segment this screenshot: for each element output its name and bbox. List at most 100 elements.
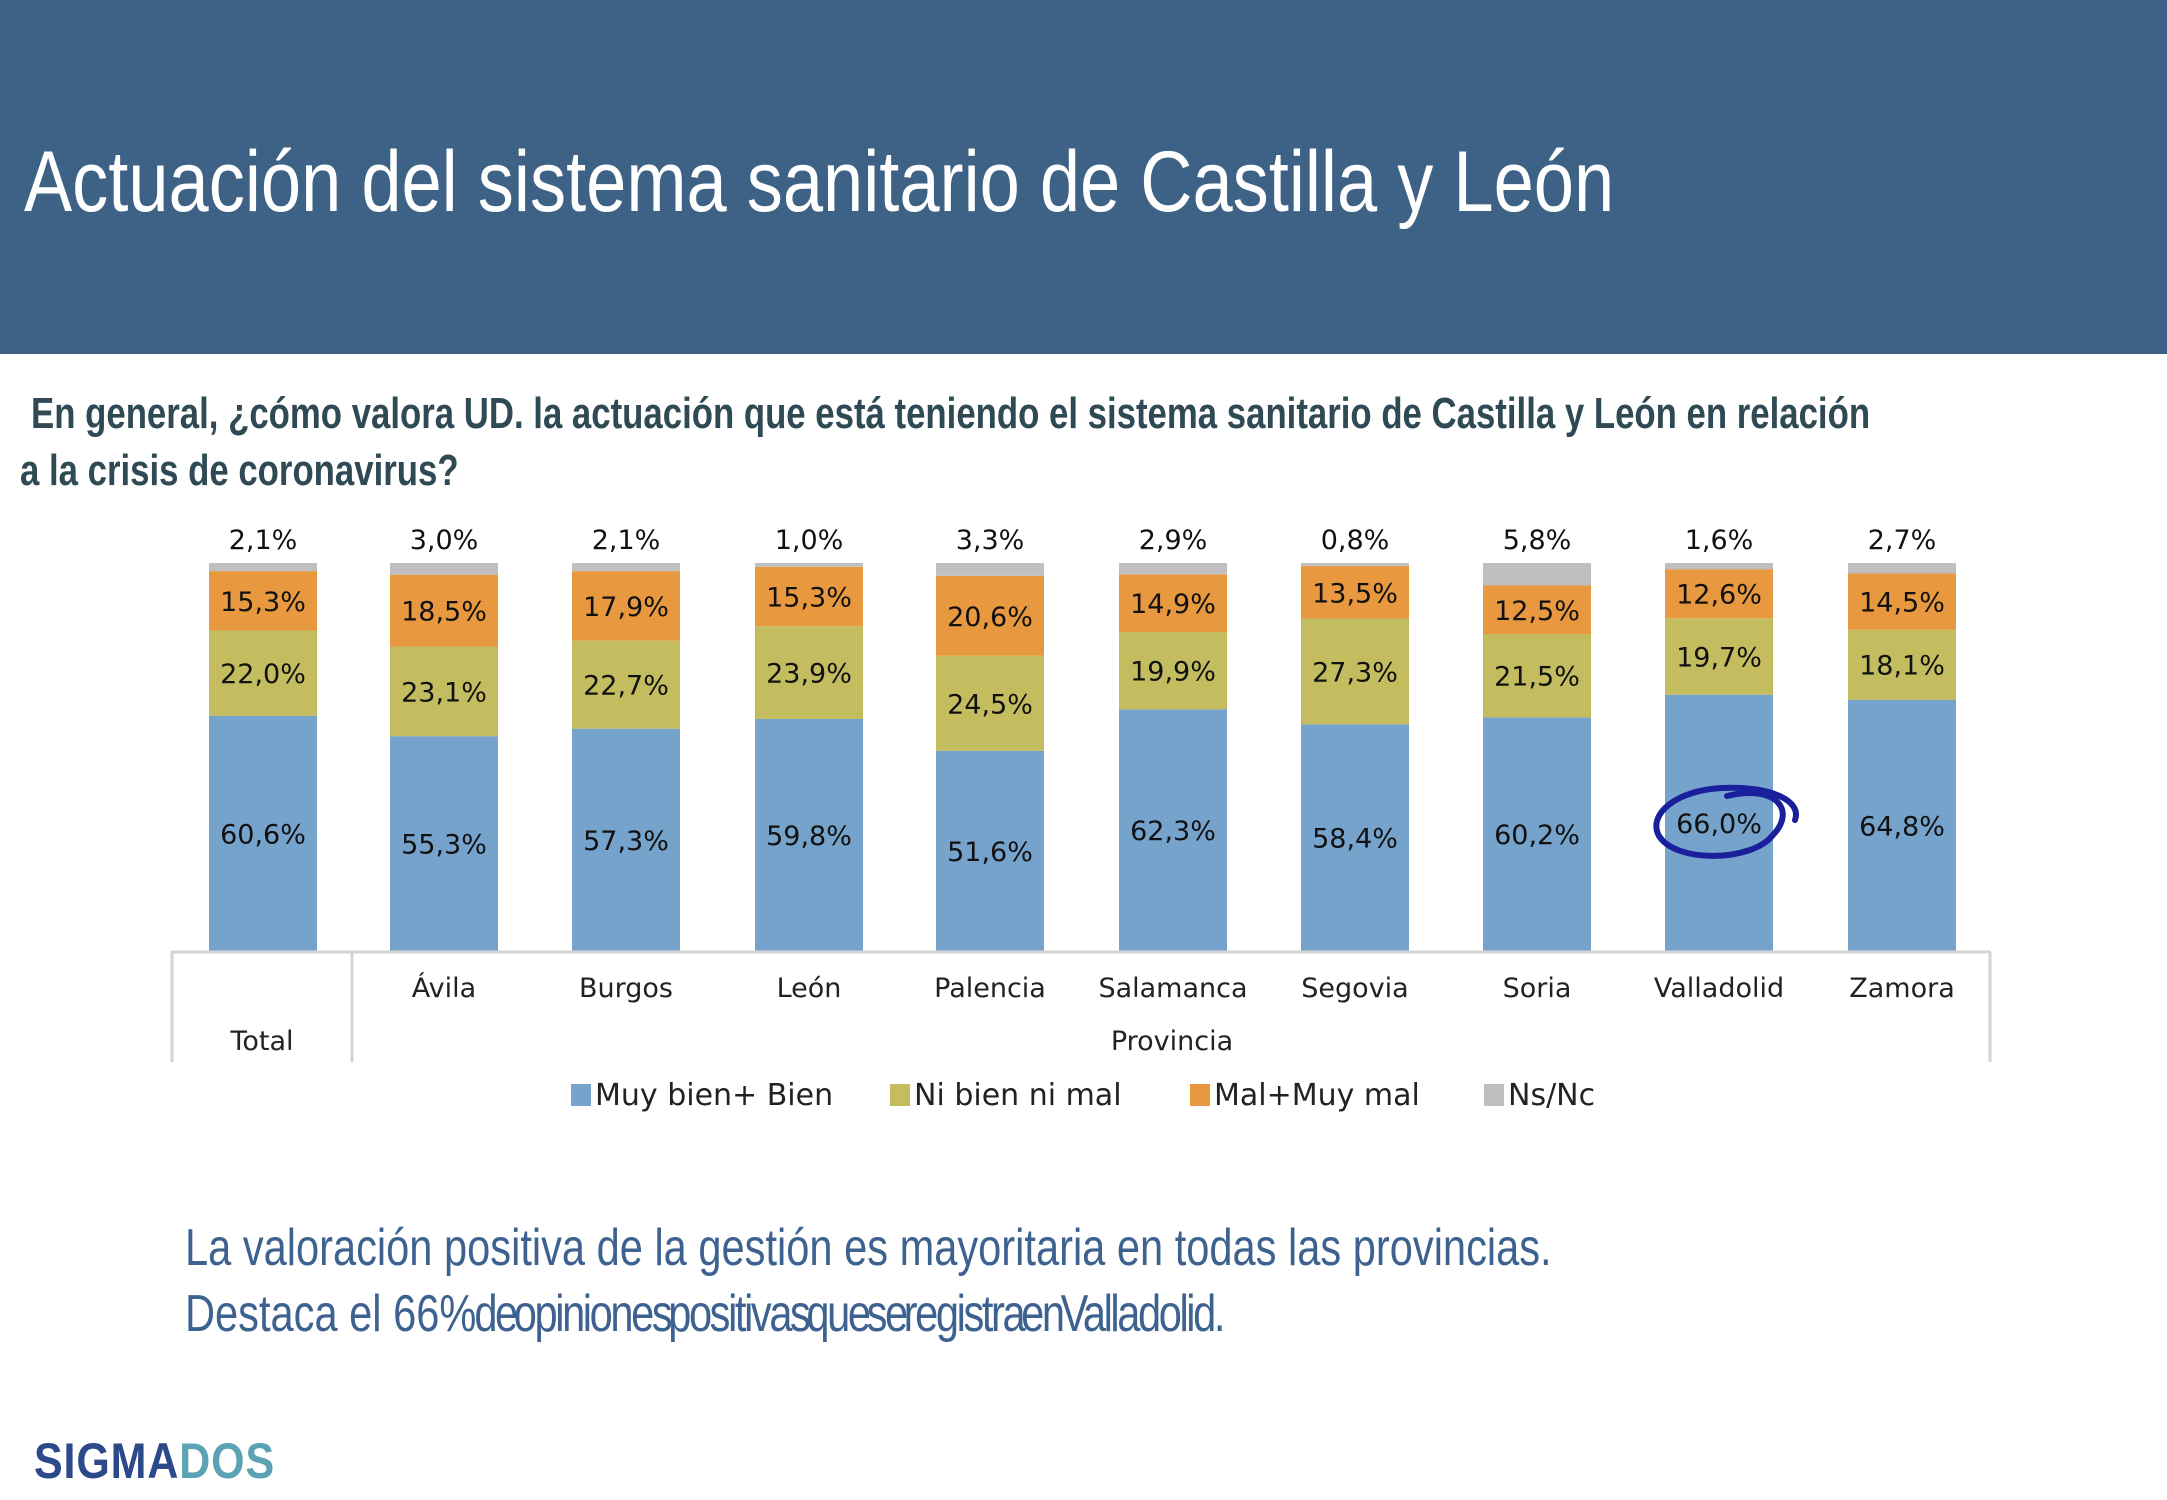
annotation-layer [1653, 784, 1799, 859]
bar-segment-total-ni-bien-ni-mal [209, 630, 317, 716]
data-label-soria-muy-bien-bien: 60,2% [1494, 820, 1580, 851]
group-label-provincia: Provincia [1111, 1026, 1233, 1057]
bar-segment-soria-mal-muy-mal [1483, 585, 1591, 635]
data-label-salamanca-ni-bien-ni-mal: 19,9% [1130, 657, 1216, 688]
bar-segment-valladolid-mal-muy-mal [1665, 569, 1773, 619]
bar-segment-leon-mal-muy-mal [755, 566, 863, 627]
sigmados-logo: SIGMADOS [34, 1432, 275, 1490]
legend-swatch-ns-nc [1484, 1084, 1504, 1106]
bar-segment-leon-ns-nc [755, 563, 863, 567]
legend-swatch-mal-muy-mal [1190, 1084, 1210, 1106]
data-label-zamora-muy-bien-bien: 64,8% [1859, 811, 1945, 842]
data-label-burgos-ns-nc: 2,1% [592, 525, 661, 556]
legend-label-ns-nc: Ns/Nc [1508, 1078, 1595, 1113]
bar-segment-zamora-ni-bien-ni-mal [1848, 629, 1956, 700]
data-label-salamanca-mal-muy-mal: 14,9% [1130, 589, 1216, 620]
data-label-segovia-ni-bien-ni-mal: 27,3% [1312, 657, 1398, 688]
tick-label-burgos: Burgos [579, 973, 673, 1004]
bar-segment-avila-muy-bien-bien [390, 736, 498, 951]
bar-segment-avila-ni-bien-ni-mal [390, 646, 498, 737]
data-label-burgos-mal-muy-mal: 17,9% [583, 592, 669, 623]
bar-segment-valladolid-ni-bien-ni-mal [1665, 618, 1773, 695]
data-label-valladolid-mal-muy-mal: 12,6% [1676, 580, 1762, 611]
bar-segment-salamanca-ns-nc [1119, 563, 1227, 575]
bar-segment-zamora-muy-bien-bien [1848, 699, 1956, 951]
legend-label-muy-bien-bien: Muy bien+ Bien [595, 1078, 833, 1113]
tick-label-palencia: Palencia [934, 973, 1046, 1004]
legend-label-ni-bien-ni-mal: Ni bien ni mal [914, 1078, 1122, 1113]
bar-segment-salamanca-muy-bien-bien [1119, 709, 1227, 951]
bar-segment-burgos-mal-muy-mal [572, 571, 680, 641]
bar-segment-zamora-ns-nc [1848, 563, 1956, 574]
data-label-total-muy-bien-bien: 60,6% [220, 819, 306, 850]
data-label-palencia-ns-nc: 3,3% [956, 525, 1025, 556]
data-label-avila-ns-nc: 3,0% [410, 525, 479, 556]
bar-segment-segovia-mal-muy-mal [1301, 566, 1409, 619]
data-label-soria-ni-bien-ni-mal: 21,5% [1494, 662, 1580, 693]
summary-line-2-rest: de opiniones positivas que se registra e… [474, 1285, 1225, 1343]
highlight-circle-valladolid [1653, 784, 1799, 859]
bar-segment-segovia-muy-bien-bien [1301, 724, 1409, 951]
tick-label-zamora: Zamora [1849, 973, 1955, 1004]
survey-question: En general, ¿cómo valora UD. la actuació… [20, 385, 1870, 499]
bar-segment-total-ns-nc [209, 563, 317, 572]
logo-part-dos: DOS [179, 1433, 276, 1489]
data-label-avila-ni-bien-ni-mal: 23,1% [401, 677, 487, 708]
data-label-total-ni-bien-ni-mal: 22,0% [220, 659, 306, 690]
page-title: Actuación del sistema sanitario de Casti… [24, 134, 1615, 230]
summary-line-1: La valoración positiva de la gestión es … [185, 1219, 1552, 1277]
data-label-leon-mal-muy-mal: 15,3% [766, 583, 852, 614]
data-label-palencia-muy-bien-bien: 51,6% [947, 837, 1033, 868]
data-label-valladolid-muy-bien-bien: 66,0% [1676, 809, 1762, 840]
bar-segment-avila-ns-nc [390, 563, 498, 575]
bar-segment-burgos-ns-nc [572, 563, 680, 572]
header-band: Actuación del sistema sanitario de Casti… [0, 0, 2167, 354]
data-labels-layer: 60,6% 22,0% 15,3% 2,1% 55,3% 23,1% 18,5% 3,0% 57… [220, 525, 1945, 868]
data-label-segovia-muy-bien-bien: 58,4% [1312, 824, 1398, 855]
data-label-palencia-mal-muy-mal: 20,6% [947, 602, 1033, 633]
bar-segment-soria-muy-bien-bien [1483, 717, 1591, 951]
bar-segment-valladolid-muy-bien-bien [1665, 694, 1773, 951]
summary-line-2: Destaca el 66% de opiniones positivas qu… [185, 1281, 1552, 1347]
bar-segment-burgos-ni-bien-ni-mal [572, 640, 680, 729]
data-label-valladolid-ni-bien-ni-mal: 19,7% [1676, 642, 1762, 673]
data-label-total-ns-nc: 2,1% [229, 525, 298, 556]
data-label-segovia-ns-nc: 0,8% [1321, 525, 1390, 556]
data-label-burgos-muy-bien-bien: 57,3% [583, 826, 669, 857]
data-label-soria-mal-muy-mal: 12,5% [1494, 596, 1580, 627]
tick-label-segovia: Segovia [1301, 973, 1408, 1004]
tick-label-avila: Ávila [412, 972, 476, 1004]
legend-swatch-muy-bien-bien [571, 1084, 591, 1106]
tick-label-valladolid: Valladolid [1654, 973, 1784, 1004]
data-label-leon-ns-nc: 1,0% [775, 525, 844, 556]
bar-segment-palencia-ni-bien-ni-mal [936, 655, 1044, 751]
data-label-segovia-mal-muy-mal: 13,5% [1312, 578, 1398, 609]
legend-label-mal-muy-mal: Mal+Muy mal [1214, 1078, 1420, 1113]
data-label-zamora-ns-nc: 2,7% [1868, 525, 1937, 556]
logo-part-sigma: SIGMA [34, 1433, 180, 1489]
legend-swatch-ni-bien-ni-mal [890, 1084, 910, 1106]
question-line-1: En general, ¿cómo valora UD. la actuació… [31, 389, 1871, 438]
bar-segment-soria-ns-nc [1483, 563, 1591, 586]
bar-segment-total-muy-bien-bien [209, 715, 317, 951]
bar-segment-palencia-mal-muy-mal [936, 575, 1044, 656]
bars-layer [209, 563, 1956, 951]
category-axis: Ávila Burgos León Palencia Salamanca Segovia S… [170, 950, 1992, 1062]
data-label-leon-ni-bien-ni-mal: 23,9% [766, 659, 852, 690]
bar-segment-zamora-mal-muy-mal [1848, 573, 1956, 630]
bar-segment-valladolid-ns-nc [1665, 563, 1773, 570]
data-label-burgos-ni-bien-ni-mal: 22,7% [583, 671, 669, 702]
question-line-2: a la crisis de coronavirus? [20, 446, 459, 495]
data-label-soria-ns-nc: 5,8% [1503, 525, 1572, 556]
bar-segment-soria-ni-bien-ni-mal [1483, 634, 1591, 718]
group-label-total: Total [229, 1026, 293, 1057]
bar-segment-burgos-muy-bien-bien [572, 728, 680, 951]
bar-segment-avila-mal-muy-mal [390, 574, 498, 647]
data-label-palencia-ni-bien-ni-mal: 24,5% [947, 689, 1033, 720]
bar-segment-salamanca-mal-muy-mal [1119, 574, 1227, 633]
data-label-total-mal-muy-mal: 15,3% [220, 587, 306, 618]
bar-segment-total-mal-muy-mal [209, 571, 317, 631]
tick-label-soria: Soria [1503, 973, 1572, 1004]
bar-segment-segovia-ns-nc [1301, 563, 1409, 567]
